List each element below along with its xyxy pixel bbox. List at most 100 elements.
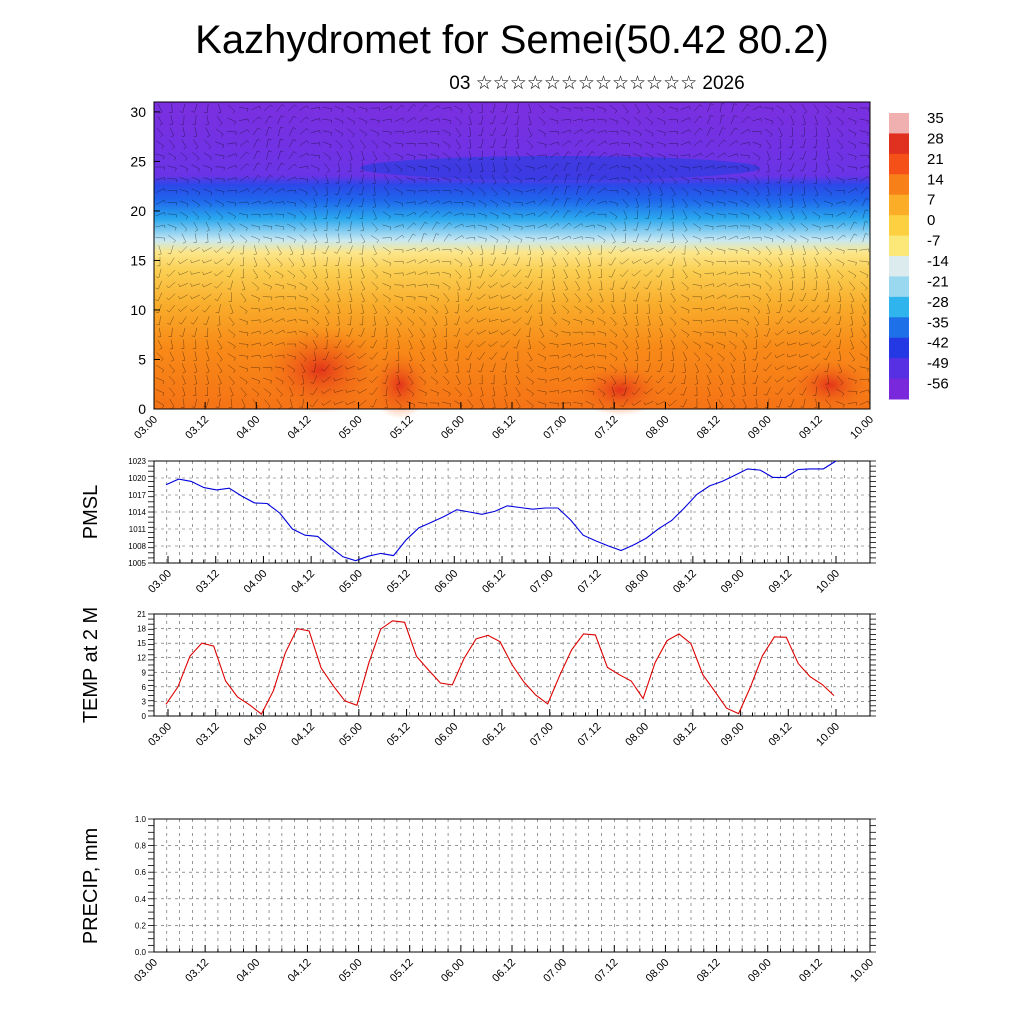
wind-barb	[504, 398, 508, 409]
precip-x-tick-label: 04.12	[286, 957, 314, 985]
wind-barb	[656, 117, 666, 125]
warm-core	[370, 351, 430, 419]
wind-barb	[490, 199, 499, 208]
wind-barb	[227, 142, 237, 146]
wind-barb	[632, 153, 642, 160]
wind-barb	[406, 143, 416, 147]
wind-barb	[333, 377, 344, 382]
wind-barb	[407, 104, 416, 112]
wind-barb	[227, 280, 233, 290]
wind-barb	[192, 115, 197, 125]
wind-barb	[656, 269, 664, 278]
wind-barb	[204, 140, 212, 149]
wind-barb	[251, 294, 260, 302]
wind-barb	[514, 245, 519, 255]
wind-barb	[227, 130, 237, 136]
wind-barb	[573, 107, 583, 112]
wind-barb	[597, 140, 608, 147]
wind-barb	[514, 127, 519, 137]
wind-barb	[178, 305, 188, 312]
wind-barb	[789, 104, 796, 114]
wind-barb	[573, 305, 582, 314]
wind-barb	[825, 374, 829, 385]
wind-barb	[537, 353, 547, 361]
wind-barb	[348, 304, 352, 314]
wind-barb	[539, 328, 545, 338]
wind-barb	[418, 247, 429, 252]
wind-barb	[299, 210, 307, 220]
wind-barb	[537, 154, 547, 159]
wind-barb	[573, 318, 583, 325]
wind-barb	[191, 398, 198, 408]
wind-barb	[289, 127, 297, 136]
wind-barb	[251, 224, 261, 231]
wind-barb	[334, 209, 341, 219]
wind-barb	[646, 104, 653, 114]
wind-barb	[655, 258, 665, 265]
wind-barb	[682, 221, 688, 232]
wind-barb	[214, 246, 224, 253]
wind-barb	[227, 341, 236, 350]
wind-barb	[348, 139, 354, 150]
colorbar-label: 21	[927, 151, 944, 168]
wind-barb	[442, 129, 451, 137]
wind-barb	[406, 271, 417, 275]
wind-barb	[643, 388, 653, 395]
section-x-tick-label: 07.12	[592, 414, 620, 442]
wind-barb	[561, 129, 572, 134]
wind-barb	[190, 271, 201, 275]
wind-barb	[859, 107, 869, 112]
wind-barb	[633, 221, 639, 231]
wind-barb	[394, 295, 404, 302]
wind-barb	[656, 130, 666, 136]
wind-barb	[716, 189, 726, 195]
wind-barb	[861, 292, 867, 303]
wind-barb	[835, 401, 845, 408]
wind-barb	[550, 222, 560, 229]
wind-barb	[787, 162, 795, 172]
wind-barb	[525, 189, 536, 193]
wind-barb	[825, 257, 832, 267]
pmsl-y-tick-label: 1014	[128, 508, 146, 517]
wind-barb	[190, 294, 201, 300]
wind-barb	[384, 174, 390, 185]
wind-barb	[741, 328, 749, 338]
wind-barb	[360, 256, 364, 267]
wind-barb	[262, 225, 273, 230]
wind-barb	[716, 331, 726, 336]
wind-barb	[226, 269, 234, 278]
wind-barb	[787, 304, 796, 313]
wind-barb	[500, 340, 510, 348]
wind-barb	[203, 188, 213, 196]
precip-x-tick-label: 03.12	[183, 957, 211, 985]
wind-barb	[357, 400, 367, 407]
wind-barb	[716, 178, 726, 182]
wind-barb	[752, 246, 761, 255]
wind-barb	[847, 177, 858, 182]
wind-barb	[370, 118, 380, 124]
wind-barb	[335, 140, 343, 149]
wind-barb	[489, 212, 499, 220]
wind-barb	[250, 319, 261, 323]
wind-barb	[501, 200, 511, 208]
temp-x-tick-label: 05.12	[385, 721, 413, 749]
wind-barb	[585, 107, 595, 112]
wind-barb	[299, 199, 308, 208]
wind-barb	[609, 153, 620, 157]
wind-barb	[464, 304, 474, 313]
wind-barb	[621, 188, 630, 196]
wind-barb	[789, 127, 793, 137]
wind-barb	[168, 387, 176, 397]
wind-barb	[634, 104, 641, 114]
wind-barb	[859, 130, 869, 136]
wind-barb	[227, 177, 238, 181]
wind-barb	[859, 142, 869, 148]
wind-barb	[776, 150, 782, 160]
wind-barb	[561, 318, 571, 326]
wind-barb	[525, 225, 535, 229]
wind-barb	[658, 175, 665, 185]
wind-barb	[752, 351, 758, 361]
wind-barb	[597, 213, 607, 218]
wind-barb	[633, 116, 642, 126]
wind-barb	[585, 366, 595, 370]
